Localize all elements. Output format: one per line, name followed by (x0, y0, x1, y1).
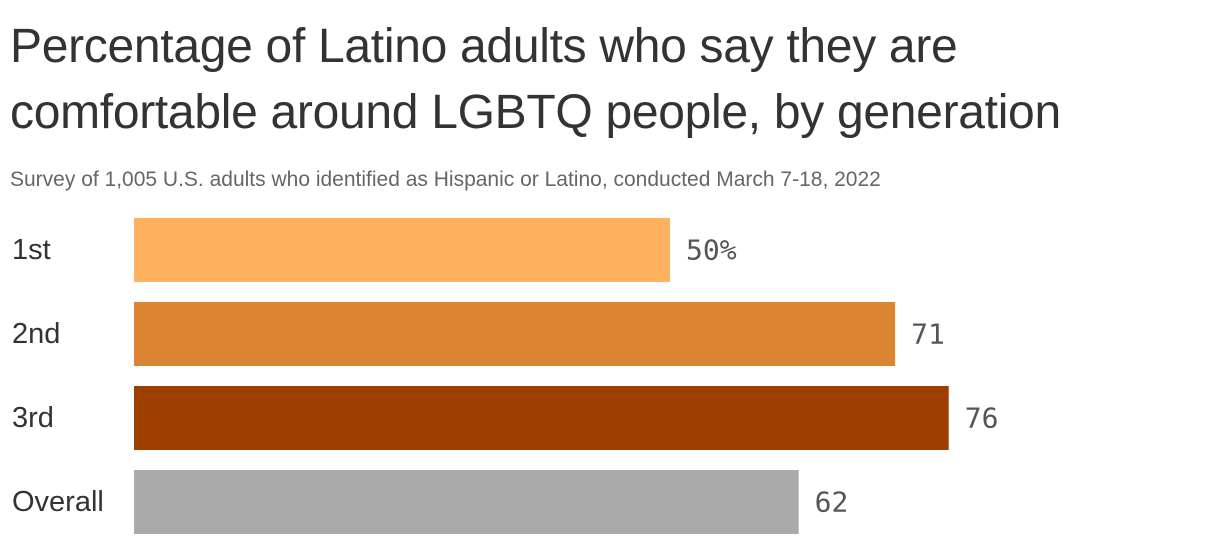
bar-2nd (134, 302, 896, 366)
chart-title: Percentage of Latino adults who say they… (10, 20, 1061, 139)
category-label-1st: 1st (12, 234, 51, 266)
bar-overall (134, 470, 799, 534)
bars-group: 1st 50% 2nd 71 3rd 76 Overall 62 (12, 218, 998, 534)
bar-3rd (134, 386, 949, 450)
value-label-3rd: 76 (965, 402, 999, 435)
value-label-overall: 62 (815, 486, 849, 519)
value-label-2nd: 71 (911, 318, 945, 351)
bar-1st (134, 218, 670, 282)
value-label-1st: 50% (686, 234, 737, 267)
chart-subtitle: Survey of 1,005 U.S. adults who identifi… (10, 168, 881, 191)
category-label-2nd: 2nd (12, 318, 60, 350)
category-label-overall: Overall (12, 486, 104, 518)
category-label-3rd: 3rd (12, 402, 54, 434)
